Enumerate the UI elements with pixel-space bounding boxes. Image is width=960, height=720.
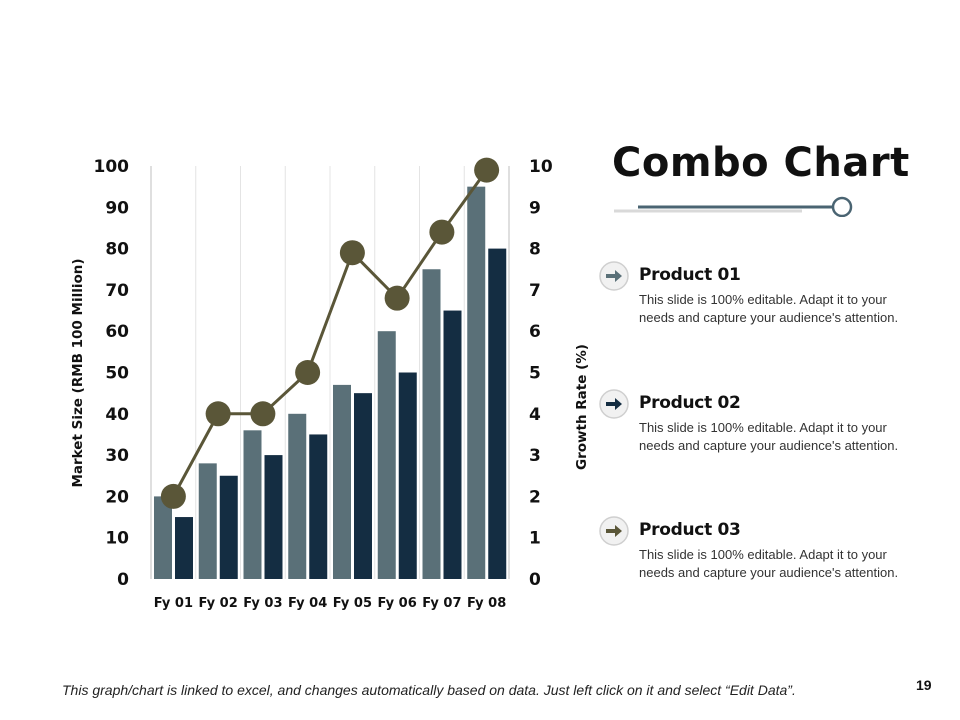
bar-2 — [488, 248, 507, 579]
left-axis-tick-label: 0 — [117, 570, 129, 590]
bar-2 — [398, 372, 417, 579]
arrow-right-icon — [599, 261, 629, 291]
left-axis-tick-label: 20 — [105, 487, 129, 507]
bar-1 — [154, 496, 172, 579]
x-axis-tick-label: Fy 01 — [154, 596, 193, 611]
right-axis-tick-label: 4 — [529, 405, 541, 425]
left-axis-tick-label: 30 — [105, 446, 129, 466]
left-axis-tick-label: 10 — [105, 529, 129, 549]
right-axis-tick-label: 7 — [529, 281, 541, 301]
x-axis-tick-label: Fy 04 — [288, 596, 327, 611]
right-axis-tick-label: 9 — [529, 198, 541, 218]
growth-rate-point — [295, 360, 321, 385]
bar-2 — [309, 434, 328, 579]
bar-2 — [219, 475, 238, 579]
x-axis-tick-label: Fy 05 — [333, 596, 372, 611]
bar-1 — [288, 413, 307, 579]
product-description: This slide is 100% editable. Adapt it to… — [639, 420, 899, 453]
left-axis-tick-label: 90 — [105, 198, 129, 218]
x-axis-tick-label: Fy 03 — [243, 596, 282, 611]
left-axis-tick-label: 60 — [105, 322, 129, 342]
bar-1 — [467, 186, 486, 579]
right-axis-tick-label: 2 — [529, 487, 541, 507]
bar-1 — [198, 463, 217, 579]
x-axis-tick-label: Fy 06 — [377, 596, 416, 611]
left-axis-tick-label: 70 — [105, 281, 129, 301]
product-name: Product 01 — [639, 265, 741, 285]
page-title: Combo Chart — [612, 140, 910, 186]
x-axis-tick-label: Fy 08 — [467, 596, 506, 611]
growth-rate-point — [160, 483, 186, 509]
left-axis-tick-label: 100 — [94, 157, 130, 177]
product-description: This slide is 100% editable. Adapt it to… — [639, 547, 899, 580]
bar-2 — [443, 310, 462, 579]
title-underline — [614, 196, 853, 217]
left-axis-tick-label: 50 — [105, 364, 129, 384]
right-axis-title: Growth Rate (%) — [574, 344, 590, 470]
product-name: Product 02 — [639, 393, 741, 413]
left-axis-title: Market Size (RMB 100 Million) — [70, 258, 86, 487]
right-axis-tick-label: 3 — [529, 446, 541, 466]
page-number: 19 — [916, 677, 932, 693]
product-name: Product 03 — [639, 520, 741, 540]
right-axis-tick-label: 5 — [529, 364, 541, 384]
growth-rate-point — [205, 401, 231, 427]
growth-rate-point — [429, 219, 455, 245]
arrow-right-icon — [599, 516, 629, 546]
growth-rate-point — [250, 401, 276, 427]
growth-rate-point — [339, 240, 365, 266]
footer-note: This graph/chart is linked to excel, and… — [62, 682, 796, 698]
right-axis-tick-label: 8 — [529, 240, 541, 260]
growth-rate-point — [384, 285, 410, 311]
x-axis-tick-label: Fy 07 — [422, 596, 461, 611]
bar-1 — [243, 430, 262, 579]
growth-rate-point — [474, 157, 500, 183]
arrow-right-icon — [599, 389, 629, 419]
bar-1 — [377, 331, 396, 579]
left-axis-tick-label: 40 — [105, 405, 129, 425]
bar-2 — [175, 517, 193, 579]
left-axis-tick-label: 80 — [105, 240, 129, 260]
right-axis-tick-label: 1 — [529, 529, 541, 549]
product-description: This slide is 100% editable. Adapt it to… — [639, 292, 899, 325]
right-axis-tick-label: 6 — [529, 322, 541, 342]
bar-1 — [422, 269, 441, 579]
bar-2 — [354, 393, 372, 579]
right-axis-tick-label: 10 — [529, 157, 553, 177]
bar-2 — [264, 455, 283, 579]
bar-1 — [333, 384, 351, 579]
x-axis-tick-label: Fy 02 — [198, 596, 237, 611]
right-axis-tick-label: 0 — [529, 570, 541, 590]
